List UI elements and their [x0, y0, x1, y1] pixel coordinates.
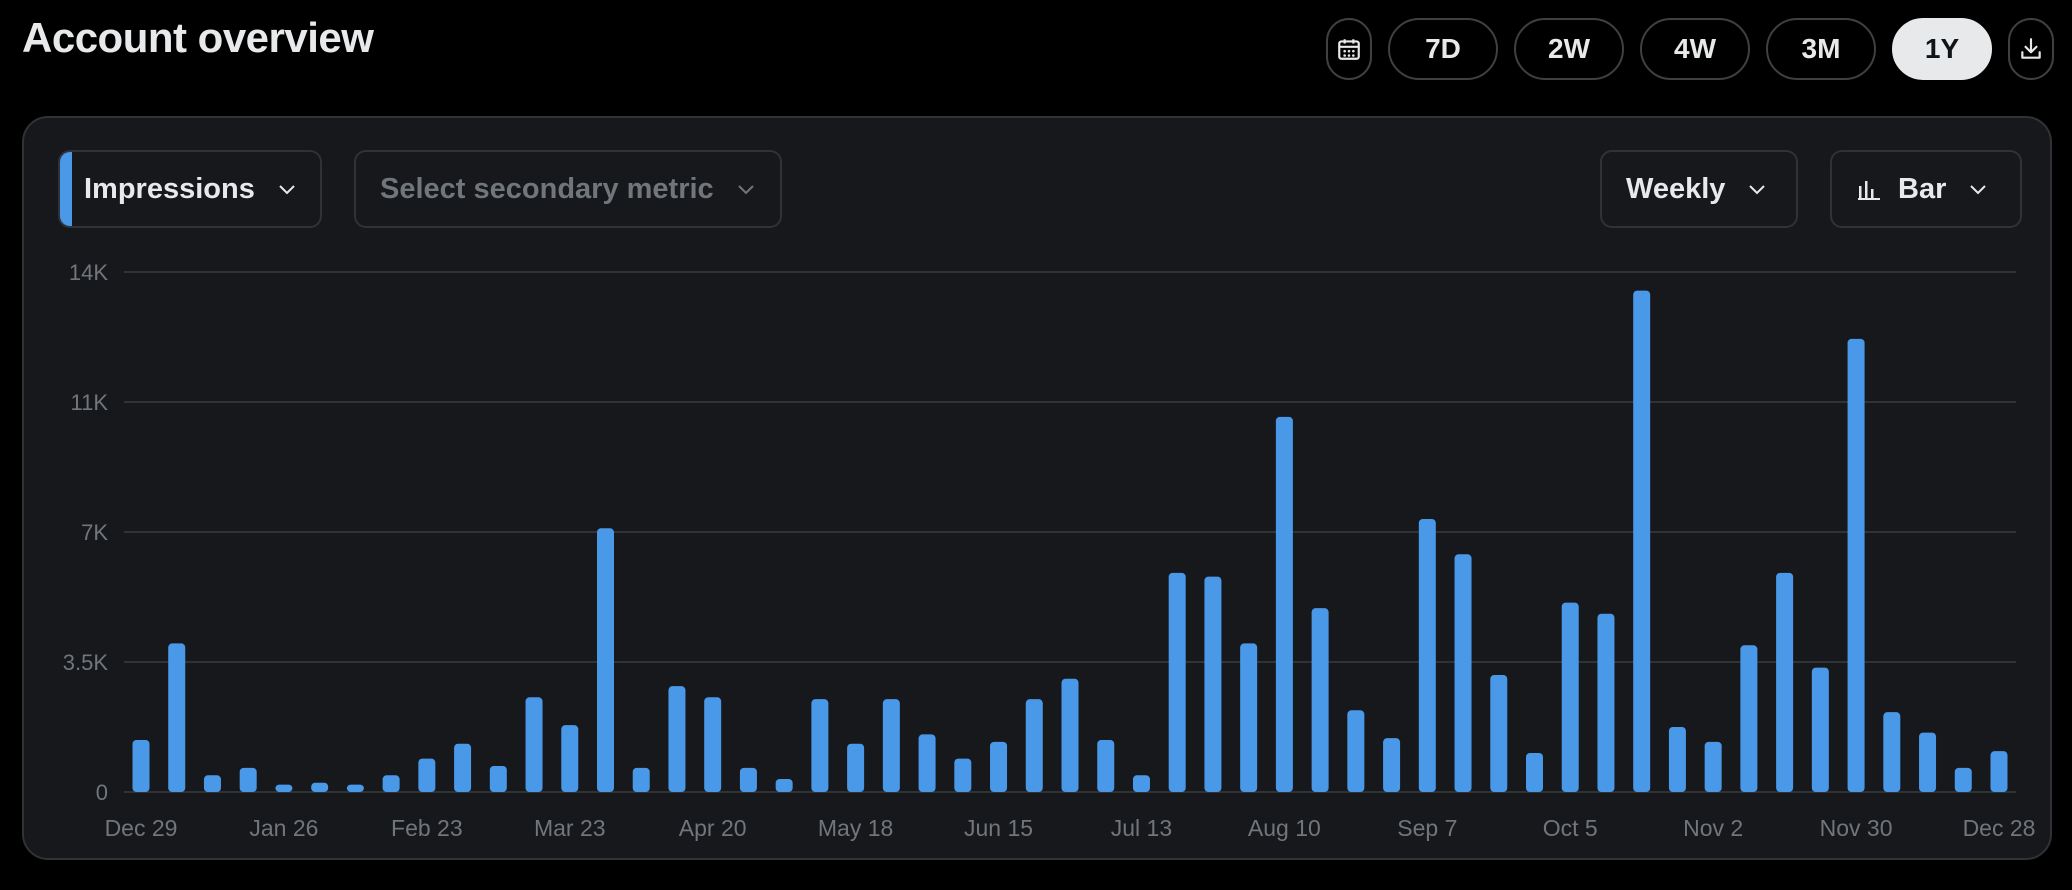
- range-3m-button[interactable]: 3M: [1766, 18, 1876, 80]
- x-tick-label: Dec 28: [1963, 815, 2036, 841]
- bar[interactable]: [1168, 572, 1186, 792]
- bar[interactable]: [311, 782, 329, 792]
- chart-type-label: Bar: [1898, 172, 1947, 205]
- bar[interactable]: [1883, 712, 1901, 792]
- bar[interactable]: [990, 741, 1008, 792]
- download-icon: [2021, 38, 2041, 59]
- bar[interactable]: [418, 758, 436, 792]
- bar[interactable]: [954, 758, 972, 792]
- bar[interactable]: [1097, 740, 1115, 792]
- x-tick-label: Aug 10: [1248, 815, 1321, 841]
- chart-type-select[interactable]: Bar: [1830, 150, 2022, 228]
- bar[interactable]: [1811, 667, 1829, 792]
- bar[interactable]: [1347, 710, 1365, 792]
- bar[interactable]: [918, 734, 936, 792]
- bar[interactable]: [382, 775, 400, 792]
- x-tick-label: Feb 23: [391, 815, 463, 841]
- x-tick-label: Apr 20: [679, 815, 747, 841]
- bar[interactable]: [811, 699, 829, 792]
- bar[interactable]: [597, 528, 614, 792]
- bar[interactable]: [1990, 751, 2008, 792]
- bar[interactable]: [1061, 678, 1079, 792]
- bar[interactable]: [1025, 699, 1043, 792]
- chevron-down-icon: [1966, 177, 1990, 201]
- x-tick-label: Nov 30: [1820, 815, 1893, 841]
- bar[interactable]: [632, 767, 650, 792]
- bar[interactable]: [882, 699, 900, 792]
- period-label: Weekly: [1626, 172, 1726, 205]
- range-1y-button[interactable]: 1Y: [1892, 18, 1992, 80]
- chevron-down-icon: [1745, 177, 1769, 201]
- bar[interactable]: [847, 743, 865, 792]
- bar[interactable]: [775, 779, 793, 792]
- chevron-down-icon: [734, 177, 758, 201]
- x-tick-label: May 18: [818, 815, 893, 841]
- bar[interactable]: [1132, 775, 1150, 792]
- bar[interactable]: [704, 697, 722, 792]
- bar[interactable]: [525, 697, 543, 792]
- calendar-icon: [1338, 39, 1360, 60]
- bar[interactable]: [1776, 572, 1794, 792]
- bar[interactable]: [1740, 645, 1758, 792]
- x-tick-label: Jul 13: [1111, 815, 1172, 841]
- bar[interactable]: [1668, 727, 1686, 792]
- bar[interactable]: [1418, 519, 1436, 792]
- bar[interactable]: [239, 767, 257, 792]
- download-button[interactable]: [2008, 18, 2054, 80]
- page-title: Account overview: [22, 14, 374, 61]
- bar[interactable]: [1704, 741, 1722, 792]
- x-tick-label: Sep 7: [1397, 815, 1457, 841]
- bar[interactable]: [132, 740, 150, 792]
- secondary-metric-select[interactable]: Select secondary metric: [354, 150, 782, 228]
- bar[interactable]: [1954, 767, 1972, 792]
- bar[interactable]: [1311, 608, 1329, 792]
- bar[interactable]: [668, 686, 686, 792]
- bar[interactable]: [1454, 554, 1472, 792]
- range-7d-button[interactable]: 7D: [1388, 18, 1498, 80]
- chart-panel: Impressions Select secondary metric Week…: [22, 116, 2052, 860]
- x-tick-label: Jun 15: [964, 815, 1033, 841]
- y-tick-label: 11K: [70, 390, 108, 415]
- bar[interactable]: [489, 766, 507, 792]
- bar[interactable]: [168, 643, 186, 792]
- period-select[interactable]: Weekly: [1600, 150, 1798, 228]
- bar[interactable]: [1633, 290, 1651, 792]
- range-4w-button[interactable]: 4W: [1640, 18, 1750, 80]
- bar[interactable]: [454, 743, 472, 792]
- bar[interactable]: [1383, 738, 1401, 792]
- bar-chart-icon: [1858, 178, 1880, 200]
- bar[interactable]: [1275, 416, 1293, 792]
- bar[interactable]: [1847, 338, 1865, 792]
- bar[interactable]: [275, 784, 293, 792]
- bar[interactable]: [1919, 732, 1937, 792]
- x-tick-label: Mar 23: [534, 815, 606, 841]
- impressions-bar-chart: 0 3.5K 7K 11K 14K Dec 29 Jan 26 Feb 23 Mar 23 Apr…: [63, 260, 2036, 841]
- bar[interactable]: [739, 767, 757, 792]
- bar[interactable]: [1597, 613, 1615, 792]
- y-tick-label: 14K: [69, 260, 108, 285]
- bar[interactable]: [1240, 643, 1258, 792]
- bar[interactable]: [346, 784, 364, 792]
- primary-metric-select[interactable]: Impressions: [58, 150, 322, 228]
- x-tick-label: Jan 26: [249, 815, 318, 841]
- calendar-button[interactable]: [1326, 18, 1372, 80]
- bar[interactable]: [1561, 602, 1579, 792]
- bar[interactable]: [203, 775, 221, 792]
- bar[interactable]: [1490, 675, 1508, 792]
- metric-color-swatch: [60, 152, 72, 226]
- primary-metric-label: Impressions: [84, 172, 255, 205]
- range-2w-button[interactable]: 2W: [1514, 18, 1624, 80]
- x-tick-label: Dec 29: [105, 815, 178, 841]
- bar[interactable]: [1204, 576, 1222, 792]
- y-tick-label: 0: [96, 780, 108, 805]
- date-range-selector: 7D 2W 4W 3M 1Y: [1326, 18, 2054, 80]
- x-tick-label: Oct 5: [1543, 815, 1598, 841]
- secondary-metric-placeholder: Select secondary metric: [380, 172, 714, 205]
- bar[interactable]: [561, 725, 579, 792]
- y-tick-label: 7K: [81, 520, 108, 545]
- x-tick-label: Nov 2: [1683, 815, 1743, 841]
- chevron-down-icon: [275, 177, 299, 201]
- y-tick-label: 3.5K: [63, 650, 109, 675]
- bar[interactable]: [1526, 753, 1543, 792]
